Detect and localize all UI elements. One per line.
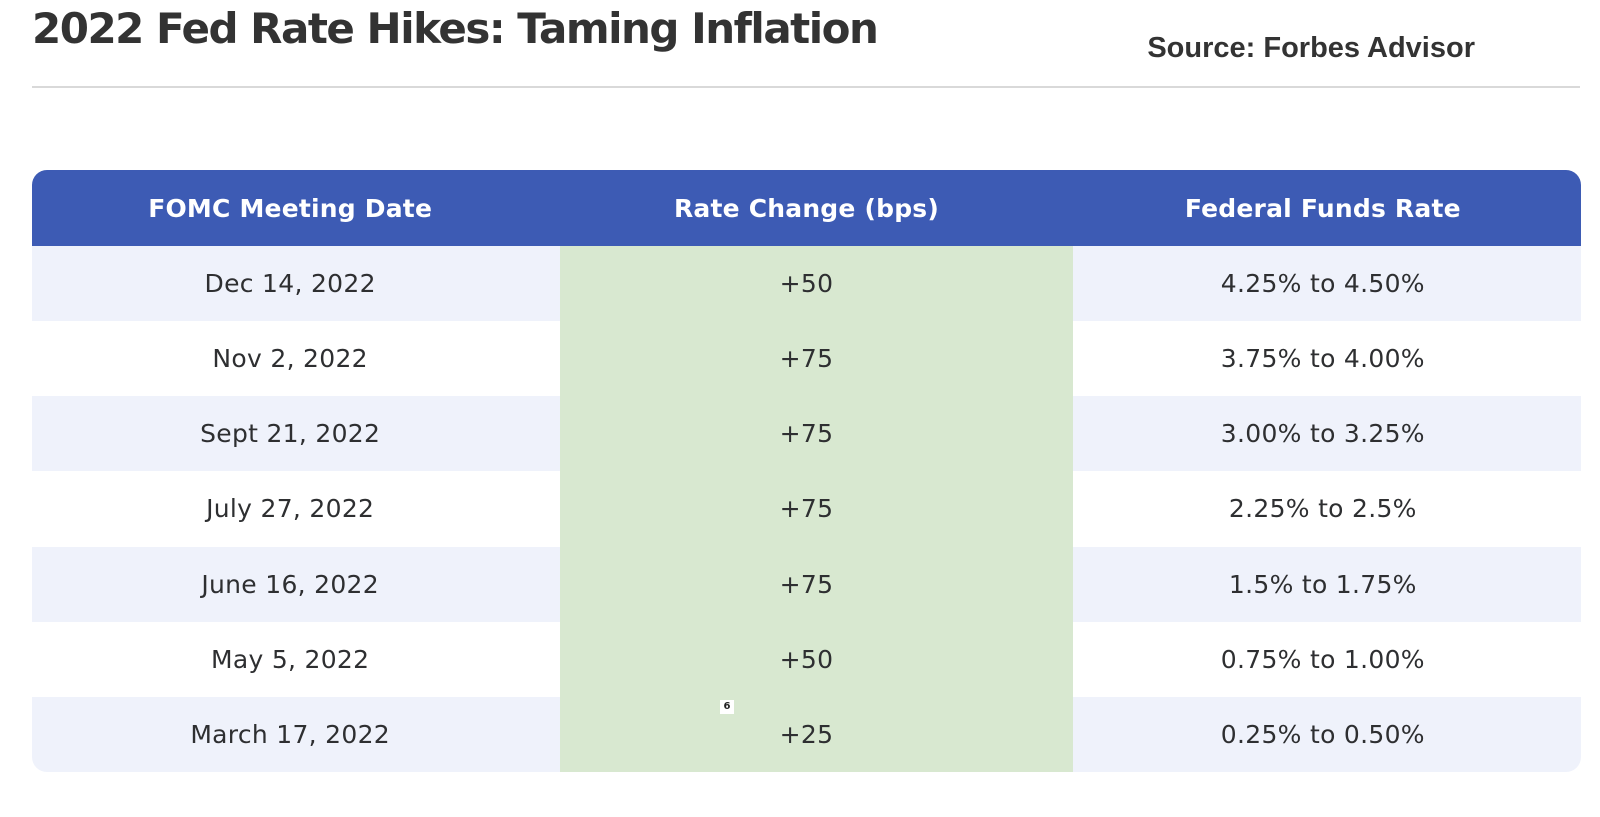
cell-meeting-date: March 17, 2022 [190,719,390,749]
cell-meeting-date: May 5, 2022 [210,644,370,674]
cell-rate-change: +50 [779,269,834,299]
cell-rate-change: +25 [779,719,834,749]
cell-funds-rate: 1.5% to 1.75% [1228,569,1417,599]
cell-funds-rate: 3.00% to 3.25% [1220,419,1425,449]
table-row: Nov 2, 2022 +75 3.75% to 4.00% [32,321,1581,397]
cell-meeting-date: Dec 14, 2022 [204,269,376,299]
cell-meeting-date: June 16, 2022 [201,569,379,599]
cell-meeting-date: July 27, 2022 [206,494,375,524]
cell-meeting-date: Sept 21, 2022 [200,419,381,449]
cell-rate-change: +75 [779,344,834,374]
cell-funds-rate: 0.25% to 0.50% [1220,719,1425,749]
table-row: Dec 14, 2022 +50 4.25% to 4.50% [32,246,1581,322]
cell-funds-rate: 2.25% to 2.5% [1228,494,1417,524]
cursor-artifact-glyph: 6 [723,701,731,712]
table-row: May 5, 2022 +50 0.75% to 1.00% [32,621,1581,697]
cell-rate-change: +50 [779,644,834,674]
cursor-artifact: 6 [720,700,734,714]
col-header-rate-change-bps: Rate Change (bps) [673,193,939,223]
page-title: 2022 Fed Rate Hikes: Taming Inflation [32,4,879,53]
cell-rate-change: +75 [779,419,834,449]
source-label: Source: Forbes Advisor [1147,32,1475,64]
cell-funds-rate: 4.25% to 4.50% [1220,269,1425,299]
cell-meeting-date: Nov 2, 2022 [212,344,368,374]
table-row: June 16, 2022 +75 1.5% to 1.75% [32,546,1581,622]
cell-funds-rate: 0.75% to 1.00% [1220,644,1425,674]
table-row: July 27, 2022 +75 2.25% to 2.5% [32,471,1581,547]
cell-rate-change: +75 [779,494,834,524]
table-row: March 17, 2022 +25 0.25% to 0.50% [32,696,1581,772]
col-header-federal-funds-rate: Federal Funds Rate [1184,193,1461,223]
cell-rate-change: +75 [779,569,834,599]
table-body: Dec 14, 2022 +50 4.25% to 4.50% Nov 2, 2… [32,246,1581,772]
table-row: Sept 21, 2022 +75 3.00% to 3.25% [32,396,1581,472]
fed-rate-hikes-table: FOMC Meeting Date Rate Change (bps) Fede… [32,170,1581,772]
divider [32,86,1580,88]
rate-change-column-highlight [560,246,1073,772]
table-header-row: FOMC Meeting Date Rate Change (bps) Fede… [32,170,1581,246]
cell-funds-rate: 3.75% to 4.00% [1220,344,1425,374]
col-header-fomc-meeting-date: FOMC Meeting Date [148,193,433,223]
